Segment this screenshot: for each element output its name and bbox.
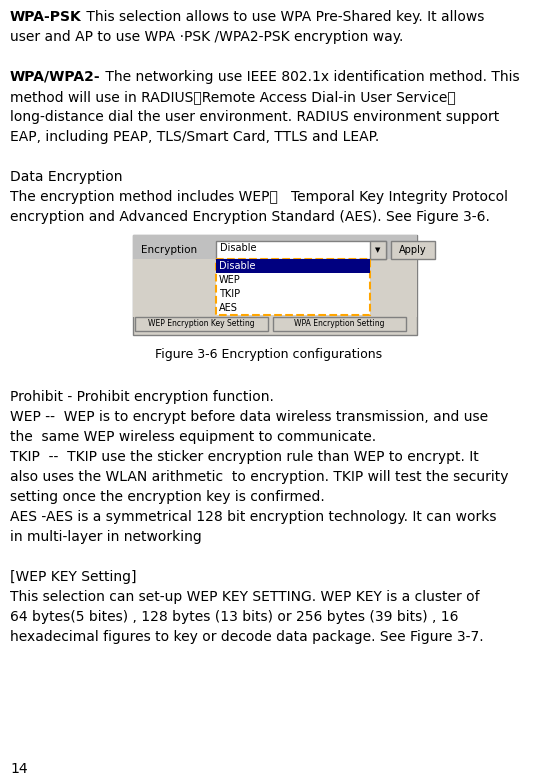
Bar [370,241,386,259]
Text: -Encryption Setti: -Encryption Setti [135,319,211,328]
Bar [216,259,370,273]
Text: WPA/WPA2-: WPA/WPA2- [10,70,100,84]
Text: WPA Encryption Setting: WPA Encryption Setting [294,320,384,328]
Text: hexadecimal figures to key or decode data package. See Figure 3-7.: hexadecimal figures to key or decode dat… [10,630,484,644]
Text: WEP: WEP [219,275,241,285]
Text: Disable: Disable [219,261,256,271]
Text: Disable: Disable [220,243,257,253]
Text: TKIP: TKIP [219,289,240,299]
Text: TKIP  --  TKIP use the sticker encryption rule than WEP to encrypt. It: TKIP -- TKIP use the sticker encryption … [10,450,479,464]
Text: user and AP to use WPA ·PSK /WPA2-PSK encryption way.: user and AP to use WPA ·PSK /WPA2-PSK en… [10,30,403,44]
Text: WEP --  WEP is to encrypt before data wireless transmission, and use: WEP -- WEP is to encrypt before data wir… [10,410,488,424]
Text: AES -AES is a symmetrical 128 bit encryption technology. It can works: AES -AES is a symmetrical 128 bit encryp… [10,510,497,524]
Text: in multi-layer in networking: in multi-layer in networking [10,530,202,544]
Text: [WEP KEY Setting]: [WEP KEY Setting] [10,570,136,584]
Text: Apply: Apply [399,245,427,255]
Text: Figure 3-6 Encryption configurations: Figure 3-6 Encryption configurations [155,348,382,361]
Bar [391,241,435,259]
Text: The encryption method includes WEP，   Temporal Key Integrity Protocol: The encryption method includes WEP， Temp… [10,190,508,204]
Text: the  same WEP wireless equipment to communicate.: the same WEP wireless equipment to commu… [10,430,376,444]
Bar [133,259,417,317]
Text: The networking use IEEE 802.1x identification method. This: The networking use IEEE 802.1x identific… [100,70,519,84]
Text: also uses the WLAN arithmetic  to encryption. TKIP will test the security: also uses the WLAN arithmetic to encrypt… [10,470,509,484]
Text: long-distance dial the user environment. RADIUS environment support: long-distance dial the user environment.… [10,110,499,124]
Text: AES: AES [219,303,238,313]
Text: This selection can set-up WEP KEY SETTING. WEP KEY is a cluster of: This selection can set-up WEP KEY SETTIN… [10,590,480,604]
Text: Data Encryption: Data Encryption [10,170,122,184]
Text: WPA-PSK: WPA-PSK [10,10,82,24]
Bar [273,317,406,331]
Text: ▼: ▼ [375,247,381,253]
Bar [216,259,370,315]
Text: WEP Encryption Key Setting: WEP Encryption Key Setting [148,320,255,328]
Text: method will use in RADIUS（Remote Access Dial-in User Service，: method will use in RADIUS（Remote Access … [10,90,456,104]
Bar [133,235,417,259]
Bar [133,235,417,335]
Text: This selection allows to use WPA Pre-Shared key. It allows: This selection allows to use WPA Pre-Sha… [82,10,484,24]
Text: 64 bytes(5 bites) , 128 bytes (13 bits) or 256 bytes (39 bits) , 16: 64 bytes(5 bites) , 128 bytes (13 bits) … [10,610,459,624]
Bar [135,317,268,331]
Text: EAP, including PEAP, TLS/Smart Card, TTLS and LEAP.: EAP, including PEAP, TLS/Smart Card, TTL… [10,130,379,144]
Text: setting once the encryption key is confirmed.: setting once the encryption key is confi… [10,490,325,504]
Text: encryption and Advanced Encryption Standard (AES). See Figure 3-6.: encryption and Advanced Encryption Stand… [10,210,490,224]
Text: 14: 14 [10,762,27,776]
Bar [216,241,386,259]
Text: Prohibit - Prohibit encryption function.: Prohibit - Prohibit encryption function. [10,390,274,404]
Text: Encryption: Encryption [141,245,197,255]
